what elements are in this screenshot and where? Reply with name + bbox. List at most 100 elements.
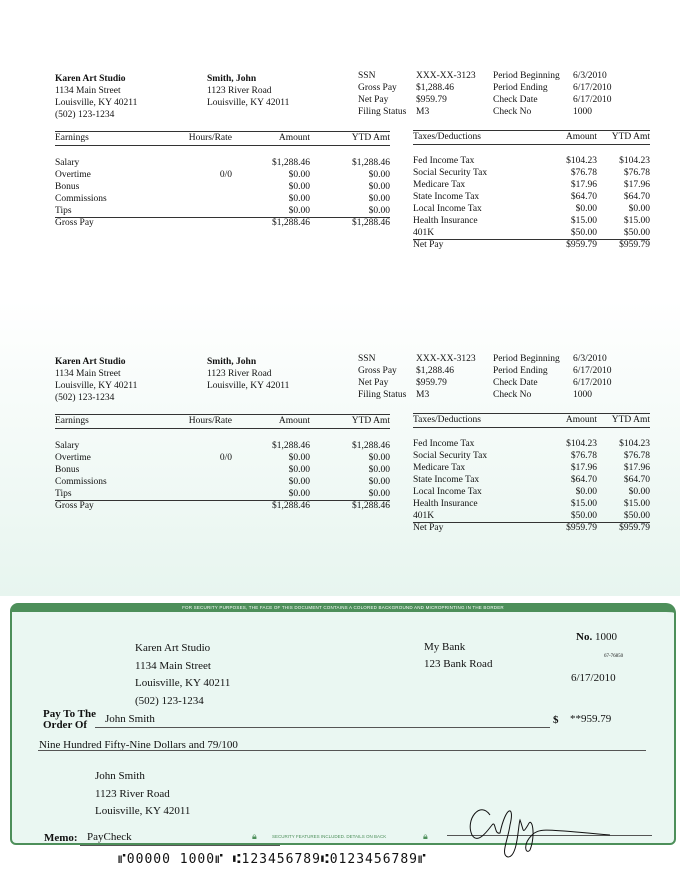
signature — [469, 809, 611, 858]
period-label: Period Ending — [493, 366, 548, 376]
lock-icon: 🔒︎ — [423, 831, 428, 841]
payee-address-street: 1123 River Road — [95, 787, 170, 800]
earnings-header: Hours/Rate — [188, 133, 232, 143]
earnings-header: Earnings — [55, 133, 89, 143]
check-number: No. 1000 — [576, 631, 617, 643]
earnings-cell: Overtime — [55, 170, 91, 180]
payee-line — [95, 727, 550, 728]
deductions-header: Amount — [565, 132, 597, 142]
deductions-cell: $17.96 — [570, 180, 597, 190]
divider — [413, 130, 650, 131]
employee-name: Smith, John — [207, 74, 257, 84]
deductions-cell: $15.00 — [570, 216, 597, 226]
payee-address: John Smith 1123 River Road Louisville, K… — [95, 768, 190, 821]
period-label: Period Beginning — [493, 71, 560, 81]
earnings-cell: $0.00 — [368, 170, 390, 180]
net-pay-cell: $959.79 — [619, 240, 650, 250]
divider — [413, 522, 650, 523]
earnings-cell: $0.00 — [288, 170, 310, 180]
deductions-header: YTD Amt — [611, 415, 650, 425]
divider — [55, 217, 390, 218]
divider — [55, 145, 390, 146]
memo-label: Memo: — [44, 832, 78, 844]
deductions-cell: $104.23 — [566, 439, 597, 449]
summary-label: SSN — [358, 71, 376, 81]
divider — [55, 428, 390, 429]
summary-value: M3 — [416, 107, 430, 117]
payer-city: Louisville, KY 40211 — [135, 677, 231, 689]
deductions-cell: State Income Tax — [413, 192, 480, 202]
pay-to-label: Pay To The Order Of — [43, 709, 96, 731]
lock-icon: 🔒︎ — [252, 831, 257, 841]
earnings-total-cell: Gross Pay — [55, 501, 94, 511]
earnings-cell: $1,288.46 — [352, 158, 390, 168]
summary-value: $1,288.46 — [416, 83, 454, 93]
micr-line: ⑈00000 1000⑈ ⑆123456789⑆0123456789⑈ — [118, 852, 427, 867]
earnings-cell: $0.00 — [368, 182, 390, 192]
period-value: 6/17/2010 — [573, 95, 612, 105]
employer-phone: (502) 123-1234 — [55, 393, 115, 403]
deductions-cell: $50.00 — [570, 511, 597, 521]
period-label: Period Ending — [493, 83, 548, 93]
earnings-header: Hours/Rate — [188, 416, 232, 426]
period-value: 1000 — [573, 107, 592, 117]
deductions-cell: $0.00 — [575, 204, 597, 214]
earnings-header: YTD Amt — [351, 416, 390, 426]
net-pay-cell: $959.79 — [566, 240, 597, 250]
check-amount: **959.79 — [570, 713, 612, 725]
deductions-cell: $17.96 — [623, 180, 650, 190]
deductions-cell: $15.00 — [623, 216, 650, 226]
deductions-cell: $76.78 — [570, 168, 597, 178]
earnings-cell: Tips — [55, 206, 72, 216]
period-value: 6/17/2010 — [573, 83, 612, 93]
routing-fraction: 67-76850 — [604, 654, 624, 659]
deductions-cell: $76.78 — [623, 168, 650, 178]
summary-value: XXX-XX-3123 — [416, 71, 476, 81]
period-label: Period Beginning — [493, 354, 560, 364]
deductions-cell: $17.96 — [570, 463, 597, 473]
summary-label: Gross Pay — [358, 83, 397, 93]
divider — [413, 239, 650, 240]
summary-value: XXX-XX-3123 — [416, 354, 476, 364]
amount-words-line — [38, 750, 646, 751]
divider — [413, 144, 650, 145]
deductions-cell: Local Income Tax — [413, 487, 482, 497]
employer-name: Karen Art Studio — [55, 74, 126, 84]
check — [10, 603, 676, 845]
earnings-cell: $0.00 — [368, 453, 390, 463]
payer-street: 1134 Main Street — [135, 659, 211, 672]
earnings-cell: $0.00 — [288, 465, 310, 475]
bank-street: 123 Bank Road — [424, 658, 493, 670]
deductions-cell: Social Security Tax — [413, 451, 488, 461]
earnings-cell: Salary — [55, 441, 80, 451]
deductions-cell: Health Insurance — [413, 499, 478, 509]
deductions-cell: $104.23 — [619, 439, 650, 449]
earnings-cell: $0.00 — [288, 182, 310, 192]
check-payer-address: Karen Art Studio 1134 Main Street Louisv… — [135, 640, 230, 710]
deductions-cell: $0.00 — [575, 487, 597, 497]
deductions-cell: $64.70 — [570, 475, 597, 485]
deductions-cell: Health Insurance — [413, 216, 478, 226]
earnings-total-cell: $1,288.46 — [352, 501, 390, 511]
period-label: Check No — [493, 107, 532, 117]
pay-stub-1: Karen Art Studio 1134 Main Street Louisvil… — [0, 70, 680, 270]
period-value: 6/17/2010 — [573, 366, 612, 376]
bank-address: My Bank 123 Bank Road — [424, 639, 492, 673]
earnings-cell: $0.00 — [368, 465, 390, 475]
summary-label: Net Pay — [358, 378, 389, 388]
amount-in-words: Nine Hundred Fifty-Nine Dollars and 79/1… — [39, 739, 238, 751]
period-label: Check Date — [493, 95, 538, 105]
payee-address-name: John Smith — [95, 770, 145, 782]
employer-street: 1134 Main Street — [55, 369, 121, 379]
earnings-cell: $0.00 — [368, 489, 390, 499]
earnings-cell: Tips — [55, 489, 72, 499]
employer-city: Louisville, KY 40211 — [55, 98, 138, 108]
summary-value: $1,288.46 — [416, 366, 454, 376]
net-pay-cell: $959.79 — [619, 523, 650, 533]
payee-name: John Smith — [105, 713, 155, 725]
earnings-cell: $0.00 — [368, 477, 390, 487]
deductions-header: Taxes/Deductions — [413, 415, 481, 425]
summary-label: Net Pay — [358, 95, 389, 105]
check-number-value: 1000 — [594, 631, 617, 643]
employer-street: 1134 Main Street — [55, 86, 121, 96]
